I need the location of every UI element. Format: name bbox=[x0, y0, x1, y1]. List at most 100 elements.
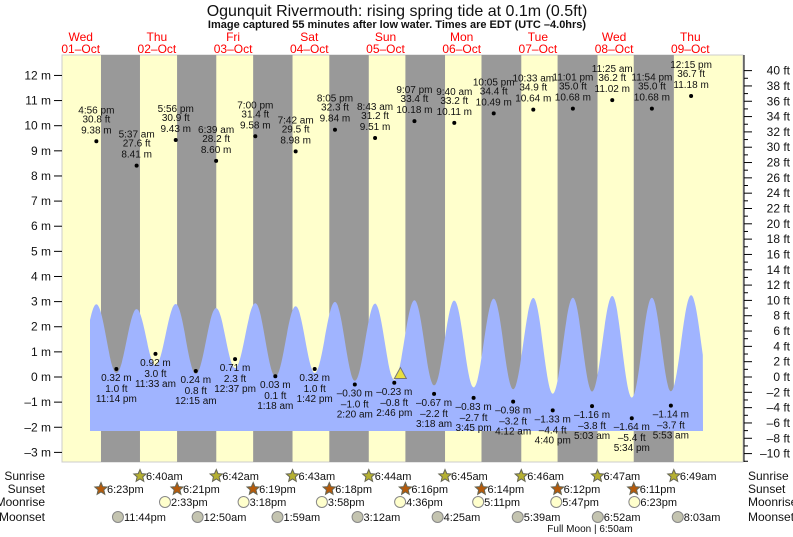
y-tick-label-ft: 36 ft bbox=[767, 94, 791, 108]
tide-dot bbox=[590, 404, 595, 409]
day-of-week-label: Sun bbox=[375, 30, 396, 44]
moonrise-icon bbox=[472, 496, 485, 508]
tide-dot bbox=[153, 351, 158, 356]
moonset-icon bbox=[671, 511, 684, 523]
tide-time-label: 1:18 am bbox=[257, 401, 293, 412]
tide-ft-label: 1.0 ft bbox=[105, 384, 127, 395]
tide-dot bbox=[471, 395, 476, 400]
y-tick-label-m: –1 m bbox=[24, 395, 51, 409]
row-label-right-sunrise: Sunrise bbox=[748, 469, 789, 483]
y-tick-label-ft: 2 ft bbox=[773, 355, 790, 369]
moonset-icon bbox=[351, 511, 364, 523]
y-tick-label-ft: 28 ft bbox=[767, 156, 791, 170]
sunset-icon bbox=[169, 481, 185, 496]
date-label: 08–Oct bbox=[595, 42, 634, 56]
tide-m-label: –1.16 m bbox=[574, 410, 610, 421]
moonset-time: 5:39am bbox=[524, 512, 561, 524]
tide-dot bbox=[94, 139, 99, 144]
low-tide-point: –0.98 m–3.2 ft4:12 am bbox=[495, 399, 531, 438]
tide-dot bbox=[214, 158, 219, 163]
tide-time-label: 8:43 am bbox=[357, 102, 393, 113]
tide-time-label: 10:05 pm bbox=[473, 77, 515, 88]
tide-ft-label: 1.0 ft bbox=[304, 384, 326, 395]
y-tick-label-ft: –10 ft bbox=[760, 447, 791, 461]
moonset-icon bbox=[511, 511, 524, 523]
day-of-week-label: Thu bbox=[147, 30, 168, 44]
y-tick-label-ft: 20 ft bbox=[767, 217, 791, 231]
tide-dot bbox=[114, 366, 119, 371]
sunrise-time: 6:45am bbox=[451, 471, 488, 483]
moonrise-icon bbox=[237, 496, 250, 508]
tide-ft-label: 36.2 ft bbox=[598, 73, 626, 84]
tide-time-label: 6:39 am bbox=[198, 125, 234, 136]
date-label: 06–Oct bbox=[442, 42, 481, 56]
chart-subtitle: Image captured 55 minutes after low wate… bbox=[208, 19, 587, 31]
date-label: 05–Oct bbox=[366, 42, 405, 56]
tide-ft-label: 33.2 ft bbox=[440, 96, 468, 107]
tide-dot bbox=[193, 368, 198, 373]
tide-ft-label: 30.9 ft bbox=[162, 113, 190, 124]
sunset-time: 6:21pm bbox=[183, 484, 220, 496]
moonset-icon bbox=[111, 511, 124, 523]
tide-m-label: –0.98 m bbox=[495, 406, 531, 417]
y-tick-label-ft: –4 ft bbox=[767, 401, 791, 415]
moonset-icon bbox=[591, 511, 604, 523]
tide-dot bbox=[689, 94, 694, 99]
y-tick-label-m: –2 m bbox=[24, 420, 51, 434]
tide-ft-label: 27.6 ft bbox=[123, 139, 151, 150]
low-tide-point: –1.33 m–4.4 ft4:40 pm bbox=[535, 408, 571, 446]
date-label: 09–Oct bbox=[671, 42, 710, 56]
y-tick-label-m: 11 m bbox=[25, 94, 51, 108]
moonset-icon bbox=[431, 511, 444, 523]
y-tick-label-ft: 34 ft bbox=[767, 110, 791, 124]
tide-dot bbox=[253, 134, 258, 139]
tide-dot bbox=[432, 391, 437, 396]
tide-m-label: 0.03 m bbox=[260, 380, 291, 391]
moonset-time: 11:44pm bbox=[124, 512, 166, 524]
tide-m-label: 8.98 m bbox=[280, 135, 311, 146]
y-tick-label-ft: 18 ft bbox=[767, 232, 791, 246]
tide-m-label: 9.84 m bbox=[320, 114, 351, 125]
row-label-right-moonset: Moonset bbox=[748, 510, 793, 524]
y-tick-label-ft: 38 ft bbox=[767, 79, 791, 93]
y-tick-label-m: 6 m bbox=[31, 219, 51, 233]
row-label-sunset: Sunset bbox=[8, 482, 46, 496]
y-tick-label-ft: 32 ft bbox=[767, 125, 791, 139]
tide-m-label: 0.24 m bbox=[181, 375, 212, 386]
tide-ft-label: 3.0 ft bbox=[144, 369, 166, 380]
tide-m-label: –0.23 m bbox=[376, 387, 412, 398]
tide-dot bbox=[531, 107, 536, 112]
moonrise-time: 3:58pm bbox=[328, 497, 365, 509]
tide-time-label: 8:05 pm bbox=[317, 94, 353, 105]
y-tick-label-m: 2 m bbox=[31, 320, 51, 334]
tide-ft-label: –1.0 ft bbox=[341, 400, 369, 411]
tide-time-label: 7:00 pm bbox=[237, 100, 273, 111]
tide-time-label: 12:37 pm bbox=[214, 384, 256, 395]
y-tick-label-ft: 6 ft bbox=[773, 324, 790, 338]
tide-time-label: 2:46 pm bbox=[376, 408, 412, 419]
sunset-time: 6:16pm bbox=[411, 484, 448, 496]
y-tick-label-ft: 10 ft bbox=[767, 293, 791, 307]
tide-time-label: 12:15 am bbox=[175, 396, 217, 407]
row-label-moonrise: Moonrise bbox=[0, 495, 45, 509]
tide-m-label: 9.58 m bbox=[240, 120, 271, 131]
y-tick-label-ft: –2 ft bbox=[767, 385, 791, 399]
tide-ft-label: 31.4 ft bbox=[241, 109, 269, 120]
low-tide-point: –1.16 m–3.8 ft5:03 am bbox=[574, 404, 610, 442]
y-tick-label-ft: –6 ft bbox=[767, 416, 791, 430]
date-label: 07–Oct bbox=[519, 42, 558, 56]
tide-m-label: –0.83 m bbox=[456, 402, 492, 413]
tide-time-label: 5:53 am bbox=[653, 431, 689, 442]
tide-ft-label: 0.1 ft bbox=[264, 391, 286, 402]
low-tide-point: –1.14 m–3.7 ft5:53 am bbox=[653, 403, 689, 442]
y-tick-label-ft: 4 ft bbox=[773, 339, 790, 353]
sunrise-icon bbox=[285, 468, 300, 483]
